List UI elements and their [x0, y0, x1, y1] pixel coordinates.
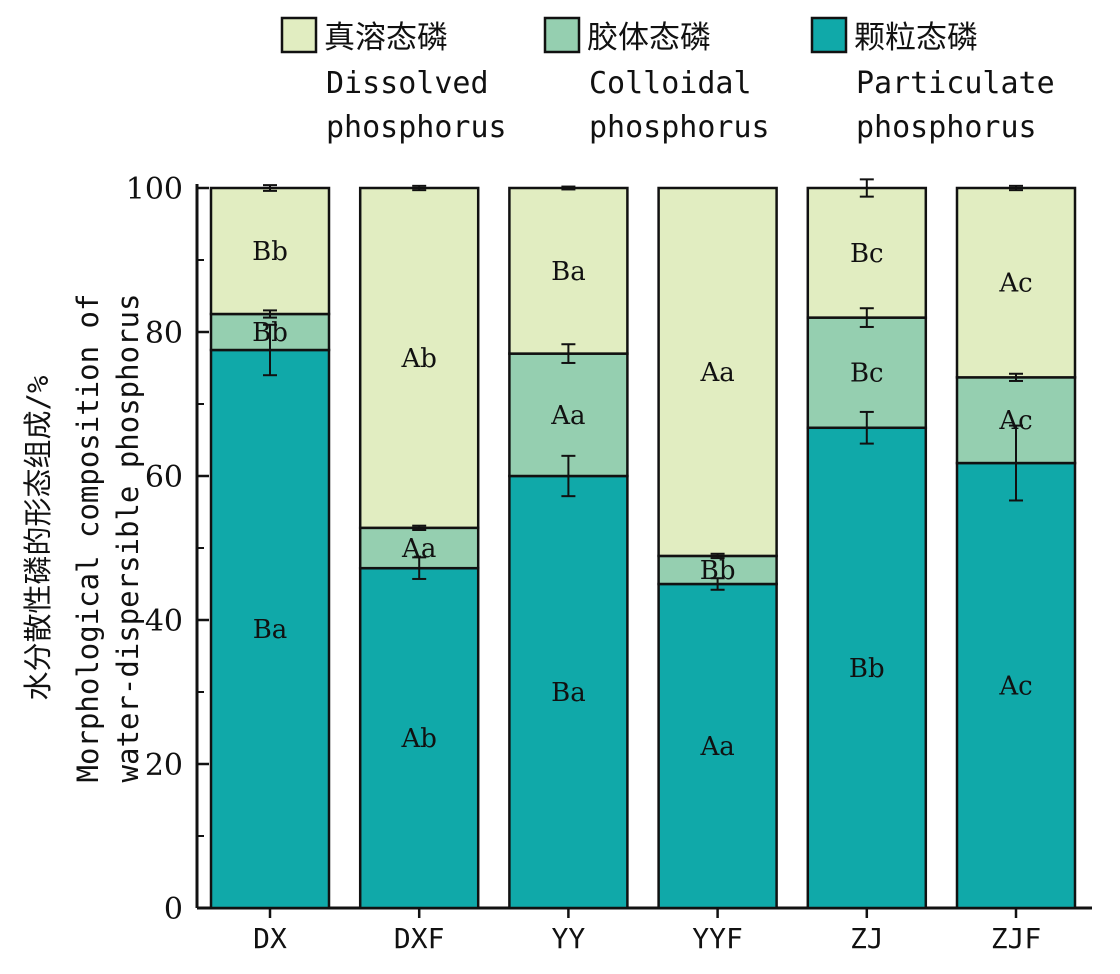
- y-axis-label-line: Morphological composition of: [71, 294, 105, 783]
- category-label: ZJ: [850, 922, 884, 955]
- segment-label: Ab: [400, 344, 436, 374]
- bar-segment: [358, 186, 480, 530]
- y-tick-label: 20: [145, 748, 183, 783]
- segment-label: Ac: [998, 672, 1032, 702]
- bar-segment: [508, 474, 629, 910]
- segment-label: Ac: [998, 406, 1032, 436]
- legend-label-cn: 真溶态磷: [324, 20, 448, 56]
- y-axis-label-line: water-dispersible phosphorus: [111, 294, 145, 783]
- segment-label: Aa: [699, 732, 734, 762]
- legend-swatch: [280, 16, 318, 54]
- segment-label: Bb: [252, 318, 288, 348]
- segment-label: Bc: [850, 239, 884, 269]
- legend-label-en: Particulate: [856, 66, 1055, 101]
- legend-label-en: phosphorus: [326, 110, 507, 145]
- category-label: YYF: [692, 922, 743, 955]
- bars: [209, 186, 1077, 910]
- category-label: DXF: [394, 922, 445, 955]
- segment-label: Aa: [401, 534, 436, 564]
- segment-labels: Ba Bb Bb Ab Aa Ab Ba Aa Ba Aa Bb Aa Bb Bc Bc Ac Ac Ac: [252, 237, 1033, 762]
- segment-label: Ba: [551, 678, 586, 708]
- category-label: ZJF: [991, 922, 1042, 955]
- category-labels: DX DXF YY YYF ZJ ZJF: [253, 922, 1041, 955]
- legend-label-en: Colloidal: [589, 66, 752, 101]
- legend-label-cn: 胶体态磷: [587, 20, 711, 56]
- segment-label: Ba: [253, 615, 288, 645]
- bar-segment: [209, 186, 331, 316]
- segment-label: Bc: [850, 359, 884, 389]
- segment-label: Ab: [400, 724, 436, 754]
- segment-label: Bb: [849, 654, 885, 684]
- segment-label: Bb: [700, 556, 736, 586]
- y-axis-label: 水分散性磷的形态组成/% Morphological composition of…: [21, 294, 145, 783]
- bar-segment: [209, 348, 331, 910]
- bar-segment: [657, 582, 778, 910]
- legend-label-cn: 颗粒态磷: [854, 20, 978, 56]
- category-label: YY: [552, 922, 586, 955]
- bar-segment: [806, 316, 928, 430]
- legend-label-en: Dissolved: [326, 66, 489, 101]
- y-axis-label-line: 水分散性磷的形态组成/%: [21, 376, 55, 701]
- segment-label: Ba: [551, 257, 586, 287]
- category-label: DX: [253, 922, 287, 955]
- segment-label: Aa: [699, 358, 734, 388]
- legend-label-en: phosphorus: [589, 110, 770, 145]
- legend: 真溶态磷 Dissolved phosphorus 胶体态磷 Colloidal phos…: [280, 16, 1055, 145]
- legend-label-en: phosphorus: [856, 110, 1037, 145]
- bar-segment: [955, 186, 1077, 379]
- y-tick-label: 60: [145, 460, 183, 495]
- segment-label: Bb: [252, 237, 288, 267]
- segment-label: Ac: [998, 269, 1032, 299]
- legend-swatch: [543, 16, 581, 54]
- bar-segment: [806, 426, 928, 910]
- y-tick-label: 80: [145, 316, 183, 351]
- y-tick-label: 40: [145, 604, 183, 639]
- segment-label: Aa: [550, 401, 585, 431]
- error-bars: [263, 178, 1023, 591]
- y-tick-label: 100: [126, 172, 183, 207]
- bar-segment: [358, 566, 480, 910]
- axes: 0 20 40 60 80 100: [126, 172, 1092, 927]
- legend-swatch: [810, 16, 848, 54]
- y-tick-label: 0: [164, 892, 183, 927]
